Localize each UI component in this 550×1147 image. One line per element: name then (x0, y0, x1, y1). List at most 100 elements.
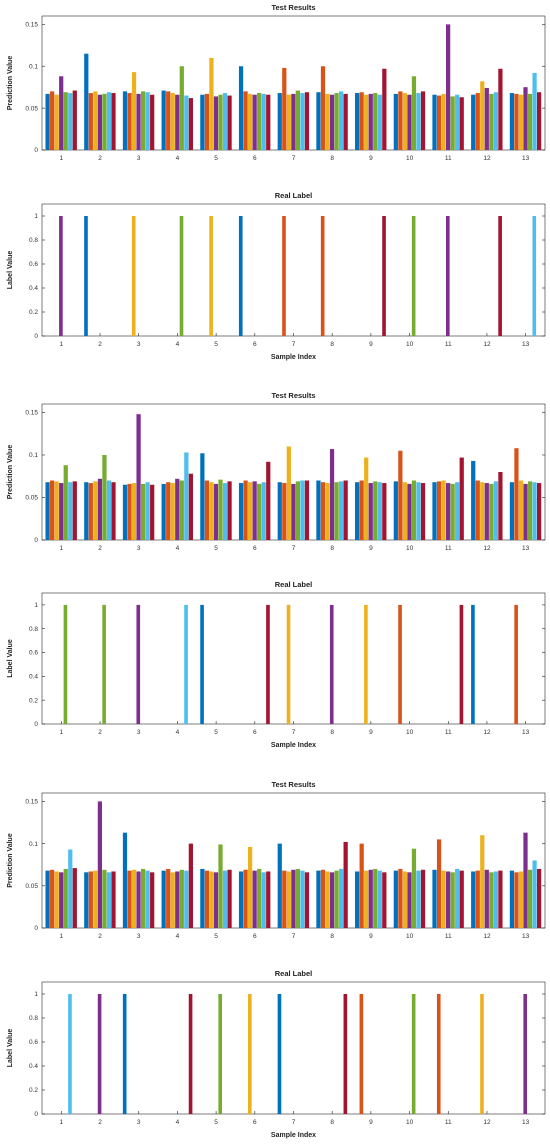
bar (364, 94, 369, 150)
x-tick-label: 7 (292, 933, 296, 940)
bar (131, 72, 137, 150)
bar (300, 93, 305, 150)
y-tick-label: 1 (34, 602, 38, 609)
bar (188, 473, 193, 540)
y-tick-label: 0.15 (25, 410, 38, 417)
bar (325, 483, 330, 540)
bar (402, 482, 408, 540)
bar (398, 450, 403, 540)
bar (213, 483, 219, 540)
label-bar (343, 994, 348, 1114)
bar (489, 872, 494, 928)
y-tick-label: 0.15 (25, 799, 38, 806)
bar (441, 93, 446, 150)
bar (398, 91, 403, 150)
label-bar (238, 216, 243, 336)
bar (300, 870, 305, 928)
y-tick-label: 0.1 (29, 452, 38, 459)
bar (50, 480, 55, 540)
y-axis-label: Prediction Value (7, 445, 14, 500)
x-tick-label: 1 (60, 729, 64, 736)
bar (325, 93, 330, 150)
chart-title: Real Label (275, 969, 313, 978)
y-tick-label: 0.2 (29, 1087, 38, 1094)
bar (222, 870, 228, 928)
bar (277, 482, 282, 540)
x-tick-label: 5 (214, 341, 218, 348)
bar (514, 872, 519, 928)
chart-title: Real Label (275, 191, 313, 200)
bar (291, 483, 296, 540)
y-axis-label: Label Value (7, 251, 14, 290)
x-tick-label: 2 (98, 155, 102, 162)
y-tick-label: 0.05 (25, 105, 38, 112)
x-tick-label: 10 (406, 1119, 414, 1126)
x-tick-label: 4 (176, 155, 180, 162)
bar (498, 68, 503, 150)
bar (402, 93, 408, 150)
bar (475, 480, 480, 540)
bar (218, 94, 223, 150)
plot-area (41, 592, 546, 725)
bar (204, 480, 210, 540)
bar (54, 94, 59, 150)
bar (45, 93, 50, 150)
bar (127, 870, 132, 928)
x-axis-label: Sample Index (271, 742, 316, 749)
bar (459, 97, 464, 150)
bar (222, 483, 228, 540)
bar (450, 96, 455, 150)
bar (480, 81, 485, 150)
bar (377, 870, 382, 928)
bar (368, 869, 373, 928)
bar (393, 481, 398, 540)
bar (54, 871, 59, 928)
bar (213, 96, 219, 150)
bar (97, 801, 103, 928)
x-tick-label: 8 (330, 933, 334, 940)
x-tick-label: 6 (253, 729, 257, 736)
label-bar (97, 994, 102, 1114)
bar (377, 482, 382, 540)
bar (291, 869, 296, 928)
label-bar (532, 216, 537, 336)
x-tick-label: 4 (176, 729, 180, 736)
x-tick-label: 6 (253, 933, 257, 940)
bar (527, 93, 533, 150)
bar (127, 93, 132, 150)
bar (446, 871, 451, 928)
bar (166, 868, 171, 928)
bar (170, 872, 175, 928)
bar (266, 94, 271, 150)
bar (436, 95, 442, 150)
bar (536, 868, 542, 928)
bar (455, 94, 460, 150)
x-tick-label: 7 (292, 545, 296, 552)
x-tick-label: 3 (137, 729, 141, 736)
bar (161, 90, 166, 150)
chart-panel-6: Real Label Label Value Sample Index 0 0.2 0.4… (7, 969, 546, 1139)
label-bar (320, 216, 325, 336)
bar (179, 480, 184, 540)
bar (373, 481, 378, 540)
bar (261, 872, 266, 928)
bar (475, 93, 480, 150)
y-tick-label: 1 (34, 991, 38, 998)
label-bar (446, 216, 450, 336)
bar (63, 92, 68, 150)
bar (518, 94, 524, 150)
bar (329, 872, 335, 928)
x-tick-label: 5 (214, 545, 218, 552)
x-tick-label: 3 (137, 155, 141, 162)
label-bar (471, 604, 475, 724)
bar (122, 832, 128, 928)
bar (213, 872, 219, 928)
x-tick-label: 3 (137, 933, 141, 940)
x-tick-label: 5 (214, 729, 218, 736)
y-tick-label: 0.4 (29, 1063, 38, 1070)
x-tick-label: 12 (483, 1119, 491, 1126)
bar (355, 871, 360, 928)
label-bar (59, 216, 63, 336)
bar (150, 484, 155, 540)
